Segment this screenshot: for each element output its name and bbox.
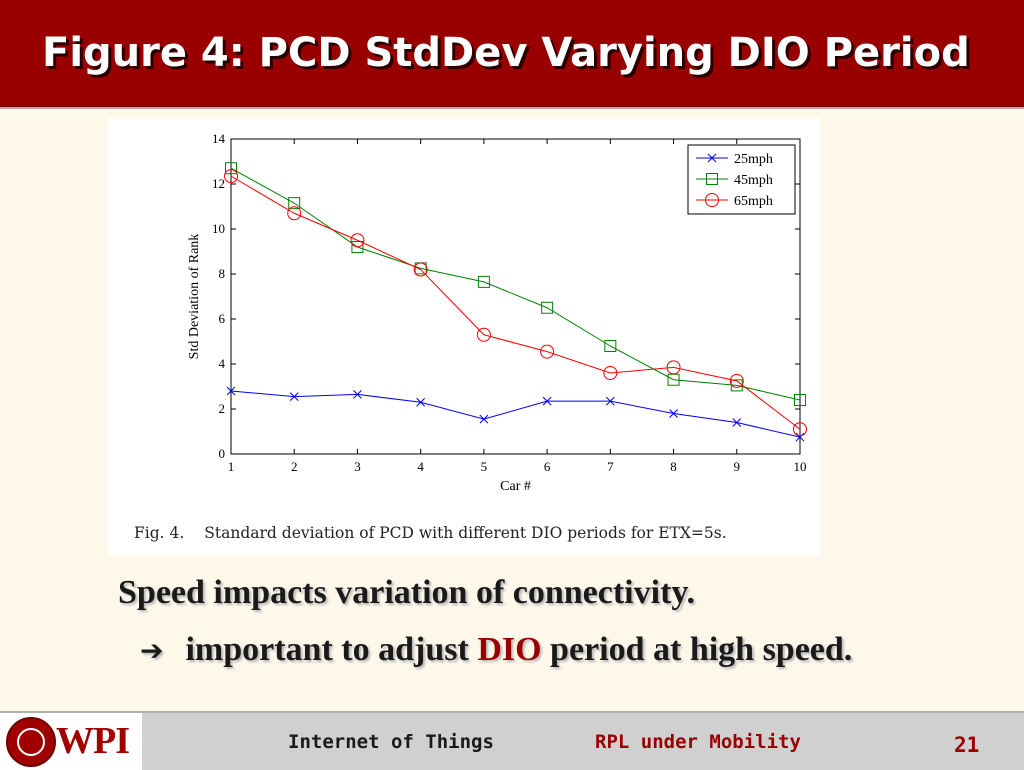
- data-point: [793, 422, 807, 437]
- data-point: [605, 396, 615, 406]
- data-point: [794, 394, 806, 406]
- data-point: [476, 327, 491, 342]
- y-axis-label: Std Deviation of Rank: [187, 234, 202, 360]
- y-tick-label: 12: [212, 176, 225, 191]
- legend-label: 25mph: [734, 152, 773, 167]
- legend-entry: 45mph: [696, 173, 773, 188]
- x-tick-label: 9: [734, 459, 741, 474]
- data-point: [224, 169, 238, 184]
- series-line: [230, 390, 801, 438]
- data-point: [541, 301, 554, 314]
- logo-text: WPI: [56, 720, 130, 762]
- x-axis-label: Car #: [500, 479, 531, 494]
- legend-marker: [706, 173, 718, 185]
- data-point: [351, 241, 364, 253]
- x-tick-label: 1: [228, 459, 235, 474]
- data-point: [477, 275, 490, 288]
- bullet2-highlight: DIO: [477, 631, 542, 668]
- caption-number: Fig. 4.: [134, 524, 185, 542]
- data-point: [288, 197, 301, 210]
- data-point: [604, 340, 617, 352]
- bullet2-after: period at high speed.: [550, 631, 853, 668]
- header-divider: [0, 107, 1024, 109]
- footer-course: Internet of Things: [288, 731, 494, 753]
- bullet-dio-adjust: ➔ important to adjust DIO period at high …: [140, 631, 852, 669]
- y-tick-label: 10: [212, 221, 225, 236]
- series-25mph: [226, 386, 805, 442]
- data-point: [729, 373, 744, 388]
- y-tick-label: 8: [219, 266, 226, 281]
- y-tick-label: 2: [219, 401, 226, 416]
- data-point: [479, 414, 489, 424]
- data-point: [603, 366, 618, 380]
- legend-label: 45mph: [734, 173, 773, 188]
- series-65mph: [224, 169, 807, 437]
- data-point: [669, 409, 678, 418]
- wpi-logo: WPI: [0, 713, 142, 770]
- caption-text: Standard deviation of PCD with different…: [204, 524, 727, 542]
- bullet2-before: important to adjust: [185, 631, 469, 668]
- y-tick-label: 4: [219, 356, 226, 371]
- x-tick-label: 4: [417, 459, 424, 474]
- footer-bar: WPI Internet of Things RPL under Mobilit…: [0, 711, 1024, 770]
- y-tick-label: 0: [219, 446, 226, 461]
- x-tick-label: 7: [607, 459, 614, 474]
- figure: 1 2 3 4 5 6 7 8 9 10 0 2 4 6 8 10 12 14 Car # Std Deviation…: [108, 118, 820, 556]
- data-point: [540, 344, 555, 359]
- data-point: [542, 396, 552, 406]
- data-point: [732, 418, 742, 427]
- data-point: [666, 360, 681, 375]
- seal-icon: [6, 717, 56, 767]
- figure-caption: Fig. 4. Standard deviation of PCD with di…: [134, 524, 727, 542]
- legend-marker: [705, 193, 719, 207]
- x-tick-label: 8: [670, 459, 677, 474]
- data-point: [413, 262, 428, 277]
- page-number: 21: [954, 733, 980, 757]
- x-tick-label: 6: [544, 459, 551, 474]
- x-tick-label: 2: [291, 459, 298, 474]
- y-tick-label: 6: [219, 311, 226, 326]
- series-line: [230, 167, 801, 401]
- data-point: [353, 390, 362, 399]
- legend-marker: [707, 153, 717, 163]
- slide-title: Figure 4: PCD StdDev Varying DIO Period: [42, 30, 970, 76]
- data-point: [226, 386, 236, 396]
- data-point: [416, 397, 426, 407]
- x-tick-label: 5: [481, 459, 488, 474]
- x-tick-label: 3: [354, 459, 361, 474]
- arrow-icon: ➔: [140, 634, 164, 667]
- data-point: [289, 392, 299, 401]
- series-line: [230, 175, 801, 430]
- data-point: [795, 432, 805, 442]
- data-point: [350, 233, 365, 248]
- data-point: [225, 162, 237, 175]
- legend-label: 65mph: [734, 194, 773, 209]
- title-bar: Figure 4: PCD StdDev Varying DIO Period: [0, 0, 1024, 108]
- y-tick-label: 14: [212, 131, 226, 146]
- legend-entry: 25mph: [696, 152, 773, 167]
- footer-topic: RPL under Mobility: [595, 731, 801, 753]
- bullet-speed-impact: Speed impacts variation of connectivity.: [118, 574, 696, 611]
- x-tick-label: 10: [794, 459, 807, 474]
- data-point: [287, 206, 302, 221]
- legend-entry: 65mph: [696, 193, 773, 209]
